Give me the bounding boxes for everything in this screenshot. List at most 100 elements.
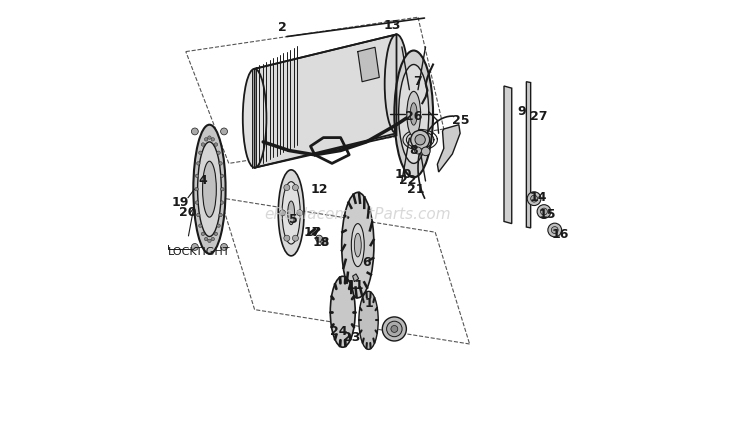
Circle shape [541,208,548,215]
Circle shape [284,235,290,241]
Ellipse shape [342,193,374,298]
Text: 19: 19 [172,196,189,209]
Text: 27: 27 [530,110,548,123]
Circle shape [219,213,222,217]
Circle shape [195,201,199,204]
Polygon shape [352,274,358,282]
Ellipse shape [385,34,408,133]
Circle shape [199,151,202,154]
Text: eReplacementParts.com: eReplacementParts.com [265,208,451,222]
Polygon shape [526,82,531,228]
Circle shape [220,201,224,204]
Circle shape [191,128,198,135]
Circle shape [284,184,290,190]
Text: 10: 10 [394,168,412,181]
Text: 6: 6 [362,256,370,269]
Ellipse shape [194,125,226,254]
Text: 26: 26 [405,110,422,123]
Ellipse shape [406,92,421,137]
Ellipse shape [202,161,216,217]
Circle shape [191,243,198,250]
Circle shape [220,187,224,191]
Polygon shape [358,47,380,82]
Ellipse shape [410,103,417,125]
Text: 25: 25 [452,114,470,127]
Text: 1: 1 [364,297,373,310]
Polygon shape [254,34,397,168]
Circle shape [415,147,422,154]
Circle shape [217,224,220,227]
Circle shape [386,321,402,337]
Ellipse shape [198,142,221,236]
Text: 16: 16 [551,228,568,241]
Circle shape [211,138,214,141]
Text: 20: 20 [179,206,196,219]
Circle shape [195,174,199,178]
Text: 12: 12 [310,183,328,196]
Circle shape [280,210,286,216]
Text: 15: 15 [538,209,556,221]
Text: 7: 7 [414,75,422,88]
Circle shape [527,192,541,206]
Text: LOCKTIGHT: LOCKTIGHT [168,246,230,257]
Circle shape [220,243,227,250]
Circle shape [391,326,398,332]
Ellipse shape [354,233,362,257]
Circle shape [321,239,328,246]
Circle shape [208,136,212,139]
Circle shape [411,130,430,149]
Circle shape [531,195,538,202]
Circle shape [551,227,558,233]
Polygon shape [504,86,512,224]
Circle shape [217,151,220,154]
Circle shape [537,205,550,218]
Circle shape [316,235,322,242]
Text: 23: 23 [343,331,360,344]
Circle shape [196,162,200,165]
Text: 18: 18 [313,237,330,249]
Circle shape [211,237,214,241]
Text: 11: 11 [347,280,364,292]
Text: 17: 17 [304,226,322,239]
Circle shape [220,128,227,135]
Circle shape [297,210,303,216]
Text: 13: 13 [383,19,401,32]
Circle shape [382,317,406,341]
Circle shape [292,235,298,241]
Polygon shape [437,125,460,172]
Ellipse shape [358,292,378,349]
Ellipse shape [282,181,300,244]
Text: 22: 22 [398,174,416,187]
Text: 9: 9 [517,105,526,118]
Circle shape [219,162,222,165]
Circle shape [214,232,217,236]
Circle shape [199,224,202,227]
Text: 14: 14 [530,191,548,204]
Circle shape [415,135,425,145]
Text: 21: 21 [407,183,424,196]
Circle shape [422,147,430,156]
Ellipse shape [330,276,356,347]
Circle shape [548,223,562,237]
Circle shape [292,184,298,190]
Text: 2: 2 [278,22,287,34]
Ellipse shape [288,201,295,224]
Ellipse shape [351,224,364,267]
Circle shape [201,143,205,146]
Text: 24: 24 [330,325,347,338]
Circle shape [196,213,200,217]
Ellipse shape [243,69,266,168]
Text: 8: 8 [410,144,418,157]
Circle shape [205,138,208,141]
Circle shape [208,239,212,243]
Ellipse shape [394,50,433,177]
Ellipse shape [399,64,429,163]
Circle shape [214,143,217,146]
Ellipse shape [278,170,304,256]
Circle shape [195,187,198,191]
Circle shape [220,174,224,178]
Circle shape [201,232,205,236]
Text: 5: 5 [289,213,298,226]
Text: 4: 4 [199,174,207,187]
Circle shape [205,237,208,241]
